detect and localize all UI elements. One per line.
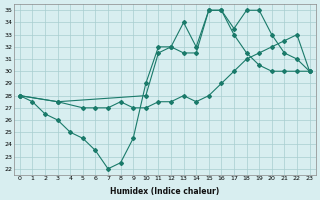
X-axis label: Humidex (Indice chaleur): Humidex (Indice chaleur) (110, 187, 219, 196)
